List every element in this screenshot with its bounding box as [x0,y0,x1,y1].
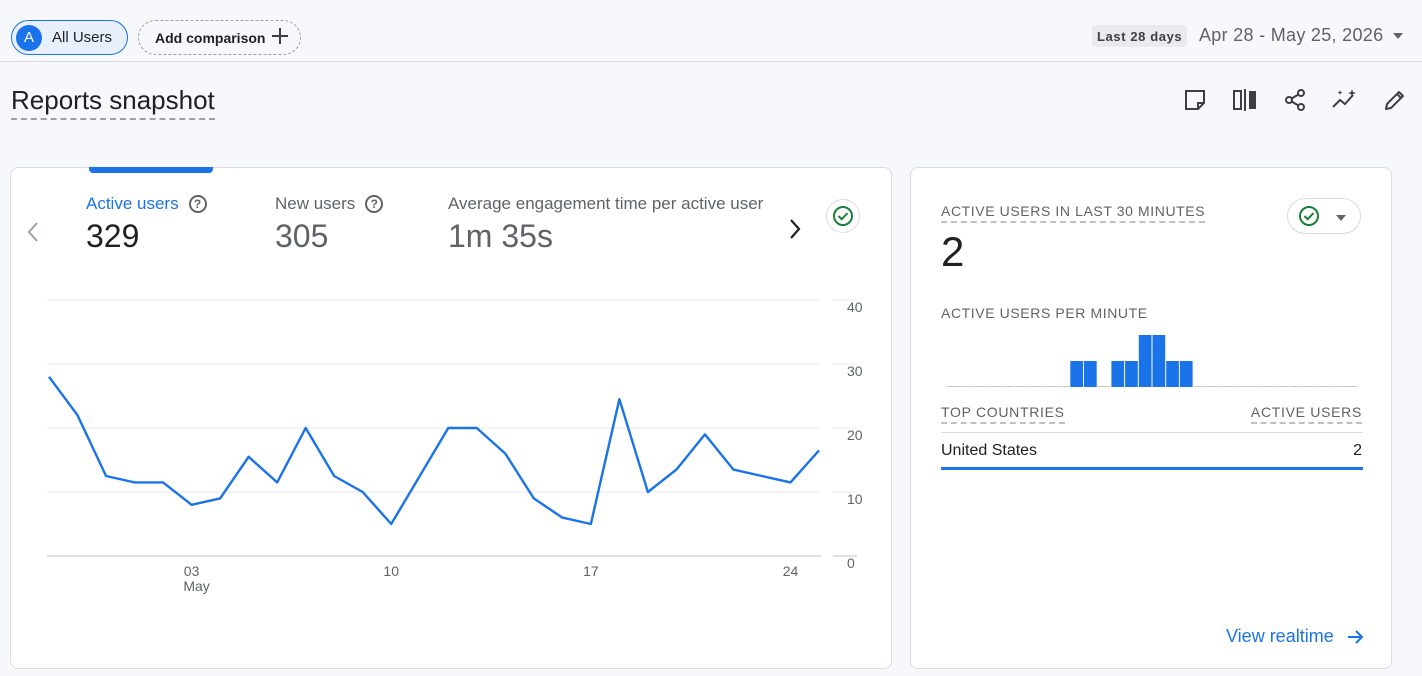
y-tick-label: 10 [847,491,863,507]
segment-avatar: A [16,24,42,51]
segment-chip-all-users[interactable]: A All Users [11,20,128,55]
table-row-country: United States [941,442,1038,459]
segment-label: All Users [52,29,113,46]
minute-bar [1221,386,1234,387]
minute-bar [1330,386,1344,387]
metric-label: Average engagement time per active user [448,194,764,213]
minute-bar [1179,361,1193,387]
minute-bar [1289,386,1303,387]
metric-tab-engagement-time[interactable]: Average engagement time per active user … [448,194,772,255]
minute-bar [1262,386,1275,387]
realtime-value: 2 [941,228,965,275]
minute-bar [1070,361,1083,387]
view-realtime-link[interactable]: View realtime [1226,626,1366,647]
metric-label: Active users [86,194,179,213]
help-icon[interactable]: ? [188,195,207,213]
series-line-active-users [48,376,820,526]
data-quality-check-button[interactable] [826,199,860,233]
minute-bar [1166,361,1179,387]
plus-icon [271,27,289,48]
minute-bar [1097,386,1111,387]
metric-label: New users [275,194,356,213]
add-comparison-button[interactable]: Add comparison [138,20,301,55]
tab-indicator [89,167,213,173]
add-comparison-label: Add comparison [155,29,266,46]
chevron-left-icon[interactable] [26,221,40,249]
chevron-down-icon[interactable] [1393,33,1403,39]
minute-bar [1015,386,1029,387]
active-users-card: Active users? 329 New users? 305 Average… [10,167,892,669]
date-range-badge: Last 28 days [1092,25,1188,47]
minute-bar [1152,335,1166,387]
minute-bar [1084,361,1097,387]
metric-value: 329 [86,218,140,254]
share-icon[interactable] [1281,86,1309,114]
realtime-quality-dropdown[interactable] [1287,198,1361,234]
x-tick-label: 24 [783,563,799,579]
per-minute-bar-chart [947,335,1357,387]
per-minute-label: ACTIVE USERS PER MINUTE [941,305,1148,321]
chevron-right-icon[interactable] [788,218,802,247]
y-tick-label: 30 [847,363,863,379]
metric-value: 1m 35s [448,218,553,254]
countries-header[interactable]: TOP COUNTRIES [941,404,1065,424]
minute-bar [1125,361,1138,387]
minute-bar [1111,361,1125,387]
top-bar: A All Users Add comparison Last 28 days … [0,0,1422,62]
compare-icon[interactable] [1231,86,1259,114]
y-tick-label: 40 [847,299,863,315]
check-circle-icon [833,206,853,226]
minute-bar [974,386,988,387]
minute-bar [1344,386,1357,387]
minute-bar [1056,386,1070,387]
minute-bar [947,386,960,387]
minute-bar [1138,335,1152,387]
metric-tab-new-users[interactable]: New users? 305 [275,194,384,255]
x-tick-label: 03 [184,563,200,579]
minute-bar [1248,386,1262,387]
minute-bar [1207,386,1220,387]
table-row-count: 2 [1353,442,1362,459]
minute-bar [1275,386,1289,387]
realtime-title: ACTIVE USERS IN LAST 30 MINUTES [941,203,1206,223]
chevron-down-icon [1336,215,1346,221]
minute-bar [1316,386,1330,387]
note-icon[interactable] [1181,86,1209,114]
metric-value: 305 [275,218,329,254]
realtime-card: ACTIVE USERS IN LAST 30 MINUTES 2 ACTIVE… [910,167,1392,669]
minute-bar [1042,386,1056,387]
minute-bar [1193,386,1207,387]
insights-icon[interactable] [1331,86,1359,114]
check-circle-icon [1299,206,1319,226]
minute-bar [1234,386,1248,387]
minute-bar [960,386,974,387]
arrow-right-icon [1347,629,1364,644]
help-icon[interactable]: ? [365,195,384,213]
minute-bar [988,386,1001,387]
row-share-bar [941,467,1363,470]
minute-bar [1029,386,1042,387]
x-tick-label: 17 [583,563,599,579]
y-tick-label: 0 [847,555,855,571]
date-range-picker[interactable]: Apr 28 - May 25, 2026 [1199,25,1384,45]
minute-bar [1303,386,1316,387]
axis-gap [821,288,833,560]
table-divider [941,432,1363,433]
x-tick-label: 10 [383,563,399,579]
edit-icon[interactable] [1381,86,1409,114]
x-tick-sublabel: May [183,578,209,594]
page-title: Reports snapshot [11,84,215,120]
metric-tab-active-users[interactable]: Active users? 329 [86,194,207,255]
users-header[interactable]: ACTIVE USERS [1250,404,1362,424]
view-realtime-label: View realtime [1226,626,1334,646]
y-tick-label: 20 [847,427,863,443]
minute-bar [1001,386,1015,387]
